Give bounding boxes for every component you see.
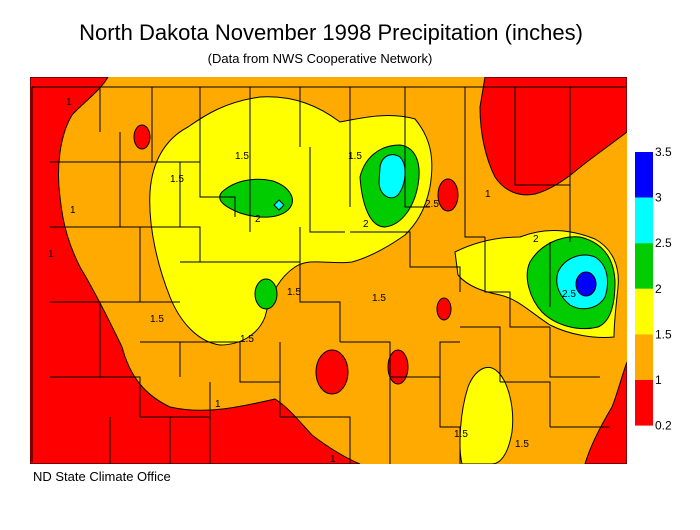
- band-2-2.5-west: [219, 178, 293, 218]
- legend-label: 1: [655, 373, 662, 387]
- contour-label: 1: [66, 97, 72, 108]
- contour-label: 2.5: [425, 199, 439, 210]
- band-0.2-1-se: [584, 361, 627, 464]
- contour-label: 1.5: [150, 314, 164, 325]
- legend-swatch: [635, 334, 653, 380]
- band-0.2-1-ne: [479, 77, 627, 196]
- legend-swatch: [635, 288, 653, 335]
- band-2.5-3-west: [273, 199, 285, 211]
- contour-label: 2: [533, 234, 539, 245]
- legend-label: 0.2: [655, 419, 672, 433]
- band-0.2-1-d: [387, 349, 409, 385]
- contour-label: 1.5: [454, 429, 468, 440]
- band-0.2-1-west: [30, 77, 361, 464]
- contour-labels: 1 1 1 1 1 1 1.5 1.5 1.5 1.5 1.5 1.5 1.5 …: [48, 97, 576, 464]
- contour-label: 1: [48, 249, 54, 260]
- contour-label: 1: [215, 399, 221, 410]
- contour-label: 1: [485, 189, 491, 200]
- band-0.2-1-a: [133, 124, 151, 150]
- contour-label: 1.5: [170, 174, 184, 185]
- contour-label: 1.5: [235, 151, 249, 162]
- legend-label: 2: [655, 282, 662, 296]
- legend-label: 1.5: [655, 327, 672, 341]
- band-0.2-1-c: [315, 349, 349, 395]
- band-0.2-1-b: [437, 178, 459, 212]
- contour-label: 1: [70, 205, 76, 216]
- contour-label: 2: [363, 219, 369, 230]
- county-boundaries: [31, 86, 626, 464]
- contour-label: 1.5: [348, 151, 362, 162]
- map-title: North Dakota November 1998 Precipitation…: [79, 20, 583, 45]
- contour-label: 1.5: [287, 287, 301, 298]
- contour-label: 1.5: [515, 439, 529, 450]
- map-subtitle: (Data from NWS Cooperative Network): [207, 51, 433, 66]
- precipitation-map: 1 1 1 1 1 1 1.5 1.5 1.5 1.5 1.5 1.5 1.5 …: [30, 77, 627, 464]
- legend-label: 3.5: [655, 145, 672, 159]
- band-0.2-1-e: [436, 297, 452, 321]
- contour-label: 2.5: [562, 289, 576, 300]
- legend-swatch: [635, 197, 653, 244]
- color-legend: 3.5 3 2.5 2 1.5 1 0.2: [634, 145, 694, 433]
- contour-label: 2: [255, 214, 261, 225]
- contour-label: 1: [330, 454, 336, 464]
- legend-swatch: [635, 152, 653, 198]
- credit-text: ND State Climate Office: [33, 469, 171, 484]
- band-3-3.5: [575, 271, 597, 297]
- band-1.5-2-main: [149, 96, 433, 346]
- contour-label: 1.5: [372, 293, 386, 304]
- contour-label: 1.5: [240, 334, 254, 345]
- legend-swatch: [635, 243, 653, 289]
- legend-swatch: [635, 380, 653, 426]
- band-2-2.5-small: [254, 278, 278, 310]
- legend-label: 3: [655, 191, 662, 205]
- legend-label: 2.5: [655, 236, 672, 250]
